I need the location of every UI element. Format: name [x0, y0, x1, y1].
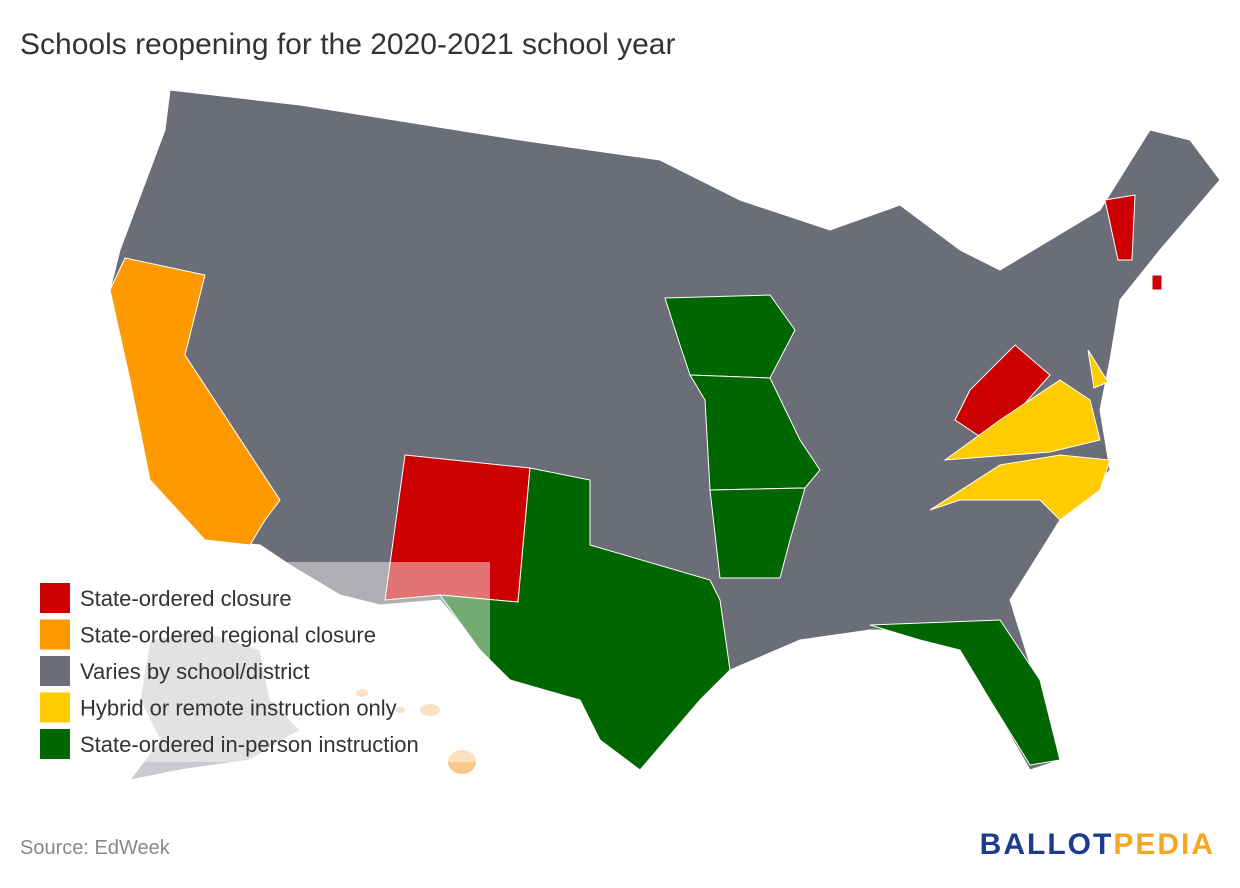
alaska [128, 629, 301, 781]
state [943, 379, 1101, 461]
hawaii [356, 689, 476, 774]
logo: BALLOTPEDIA [980, 828, 1215, 861]
legend-label: State-ordered in-person instruction [80, 732, 419, 757]
legend-label: Varies by school/district [80, 659, 309, 684]
state [1104, 194, 1136, 261]
state [869, 619, 1061, 766]
logo-part: BALLOT [980, 828, 1114, 861]
title: Schools reopening for the 2020-2021 scho… [20, 28, 675, 61]
legend-swatch [40, 729, 70, 759]
state [689, 374, 821, 491]
state [709, 487, 806, 579]
state [109, 257, 281, 546]
legend-swatch [40, 583, 70, 613]
legend-swatch [40, 656, 70, 686]
state [1087, 349, 1109, 389]
logo-part: PEDIA [1113, 828, 1215, 861]
state [929, 454, 1111, 521]
legend-backdrop [20, 562, 490, 762]
legend-swatch [40, 619, 70, 650]
map [20, 89, 1221, 781]
state [1151, 274, 1163, 291]
legend: State-ordered closure State-ordered regio… [40, 583, 419, 759]
legend-label: State-ordered regional closure [80, 623, 376, 648]
state [438, 467, 731, 771]
legend-swatch [40, 692, 70, 723]
legend-label: Hybrid or remote instruction only [80, 696, 397, 721]
source: Source: EdWeek [20, 837, 171, 859]
legend-label: State-ordered closure [80, 586, 292, 611]
